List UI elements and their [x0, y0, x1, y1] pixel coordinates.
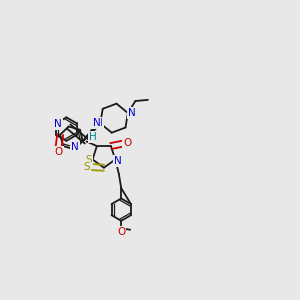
Text: N: N	[93, 118, 100, 128]
Text: O: O	[117, 227, 125, 237]
Text: S: S	[85, 155, 92, 165]
Text: S: S	[83, 162, 90, 172]
Text: N: N	[114, 156, 122, 166]
Text: O: O	[124, 138, 132, 148]
Text: N: N	[54, 119, 61, 129]
Text: N: N	[128, 108, 136, 118]
Text: N: N	[95, 118, 103, 128]
Text: O: O	[55, 147, 63, 157]
Text: H: H	[89, 132, 97, 142]
Text: N: N	[71, 142, 79, 152]
